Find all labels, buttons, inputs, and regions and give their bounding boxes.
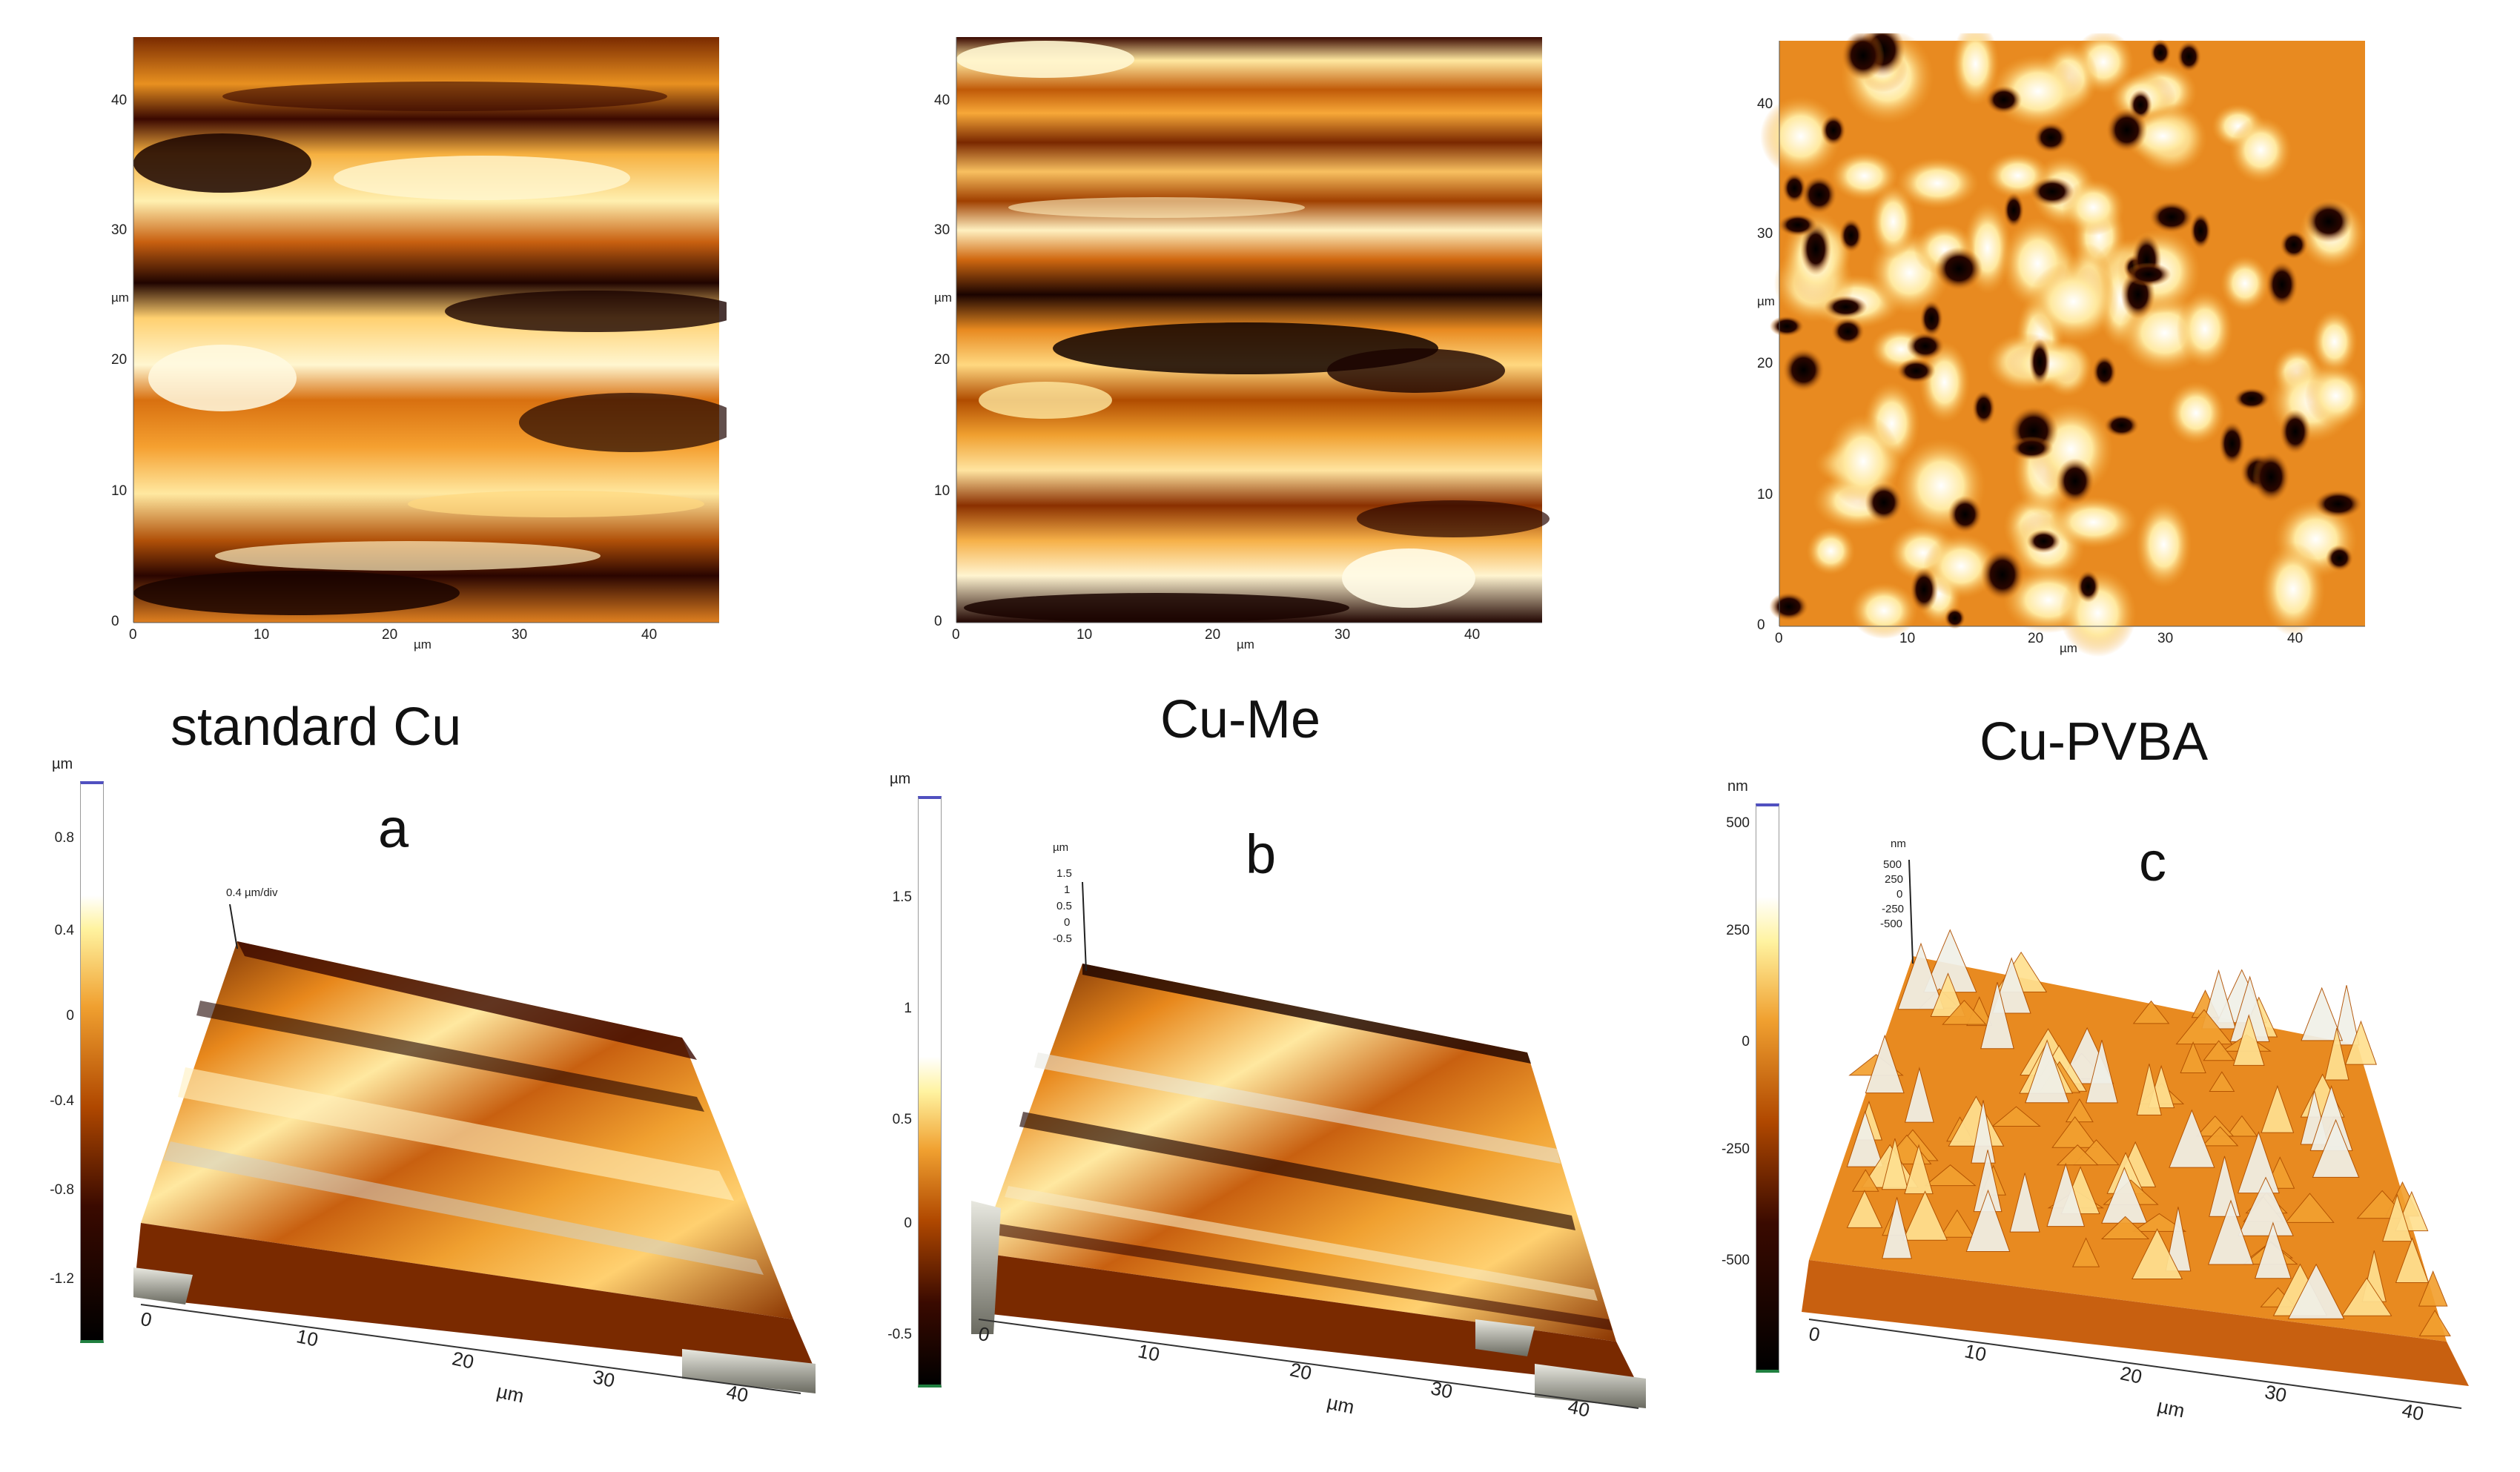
- colorbar: [1756, 803, 1779, 1373]
- colorbar-unit: µm: [52, 756, 73, 772]
- afm-3d-render-standard-cu: µm 0.8 0.4 0 -0.4 -0.8 -1.2 0.4 µm/div 0…: [30, 756, 853, 1423]
- x-tick-20: 20: [1205, 627, 1221, 643]
- panel-letter-a: a: [378, 798, 409, 859]
- afm-3d-render-cu-me: µm 1.5 1 0.5 0 -0.5 µm 1.5 1 0.5 0 -0.5 …: [867, 771, 1690, 1438]
- z-axis-unit: nm: [1891, 838, 1906, 850]
- y-tick-30: 30: [111, 222, 128, 238]
- x-tick-40: 40: [1464, 627, 1481, 643]
- colorbar-tick: -500: [1721, 1253, 1750, 1268]
- x-tick-30: 30: [512, 627, 528, 643]
- x-unit-label: µm: [1237, 637, 1254, 652]
- colorbar-tick: 0.5: [892, 1112, 912, 1127]
- y-tick-20: 20: [934, 352, 950, 368]
- z-tick: -0.5: [1053, 932, 1072, 945]
- colorbar-tick: -1.2: [50, 1271, 74, 1287]
- y-tick-10: 10: [111, 483, 128, 499]
- afm-2d-image-cu-me: 0 10 20 µm 30 40 0 10 20 µm 30 40: [934, 30, 1550, 667]
- x-tick-40: 40: [2287, 631, 2304, 646]
- colorbar-tick: 500: [1726, 815, 1750, 831]
- colorbar: [80, 781, 104, 1343]
- y-tick-40: 40: [1757, 96, 1773, 112]
- y-tick-40: 40: [111, 93, 128, 108]
- colorbar: [918, 796, 942, 1388]
- y-tick-20: 20: [111, 352, 128, 368]
- y-unit-label: µm: [934, 291, 952, 305]
- panel-letter-c: c: [2139, 831, 2166, 892]
- x-tick-20: 20: [2028, 631, 2044, 646]
- y-tick-30: 30: [1757, 226, 1773, 242]
- x-tick-0: 0: [129, 627, 137, 643]
- z-tick: -500: [1880, 918, 1903, 930]
- colorbar-tick: 1.5: [892, 889, 912, 905]
- x-tick-10: 10: [1077, 627, 1093, 643]
- afm-3d-render-cu-pvba: nm 500 250 0 -250 -500 nm 500 250 0 -250…: [1705, 778, 2513, 1445]
- colorbar-tick: 0.4: [54, 923, 74, 938]
- z-tick: 250: [1885, 873, 1904, 886]
- afm-2d-image-cu-pvba: 0 10 20 µm 30 40 0 10 20 µm 30 40: [1757, 33, 2372, 671]
- y-tick-30: 30: [934, 222, 950, 238]
- panel-letter-b: b: [1246, 823, 1277, 885]
- z-tick: 0: [1896, 888, 1903, 901]
- x-tick-10: 10: [1899, 631, 1916, 646]
- colorbar-tick: 1: [904, 1001, 912, 1016]
- z-tick: 1.5: [1056, 867, 1072, 880]
- y-unit-label: µm: [1757, 294, 1775, 308]
- y-tick-0: 0: [1757, 617, 1765, 633]
- x-tick-30: 30: [2157, 631, 2174, 646]
- z-tick: 500: [1883, 858, 1902, 871]
- colorbar-tick: -0.8: [50, 1182, 74, 1198]
- colorbar-tick: 0: [1742, 1034, 1750, 1050]
- colorbar-tick: 0: [904, 1216, 912, 1231]
- afm-2d-image-standard-cu: 0 10 20 µm 30 40 0 10 20 µm 30 40: [111, 30, 727, 667]
- colorbar-tick: -250: [1721, 1141, 1750, 1157]
- x-tick-40: 40: [641, 627, 658, 643]
- colorbar-tick: -0.4: [50, 1093, 74, 1109]
- colorbar-tick: -0.5: [887, 1327, 912, 1342]
- colorbar-unit: µm: [890, 771, 911, 787]
- x-unit-label: µm: [414, 637, 431, 652]
- y-tick-10: 10: [934, 483, 950, 499]
- y-tick-0: 0: [111, 614, 119, 629]
- y-unit-label: µm: [111, 291, 129, 305]
- colorbar-tick: 0.8: [54, 830, 74, 846]
- y-tick-40: 40: [934, 93, 950, 108]
- x-unit-label: µm: [2060, 641, 2077, 655]
- z-tick: 1: [1064, 883, 1071, 896]
- x-tick-10: 10: [254, 627, 270, 643]
- x-tick-0: 0: [1775, 631, 1783, 646]
- y-tick-20: 20: [1757, 356, 1773, 371]
- z-tick: 0.5: [1056, 900, 1072, 912]
- x-tick-20: 20: [382, 627, 398, 643]
- caption-standard-cu: standard Cu: [171, 697, 462, 757]
- z-tick: 0: [1064, 916, 1071, 929]
- x-tick-0: 0: [952, 627, 960, 643]
- x-tick-30: 30: [1335, 627, 1351, 643]
- y-tick-0: 0: [934, 614, 942, 629]
- colorbar-tick: 0: [66, 1008, 74, 1024]
- caption-cu-me: Cu-Me: [1160, 690, 1321, 749]
- colorbar-tick: 250: [1726, 923, 1750, 938]
- y-tick-10: 10: [1757, 487, 1773, 503]
- z-axis-label: 0.4 µm/div: [226, 886, 278, 899]
- caption-cu-pvba: Cu-PVBA: [1980, 712, 2209, 772]
- colorbar-unit: nm: [1727, 778, 1748, 795]
- z-tick: -250: [1882, 903, 1905, 915]
- z-axis-unit: µm: [1053, 841, 1069, 854]
